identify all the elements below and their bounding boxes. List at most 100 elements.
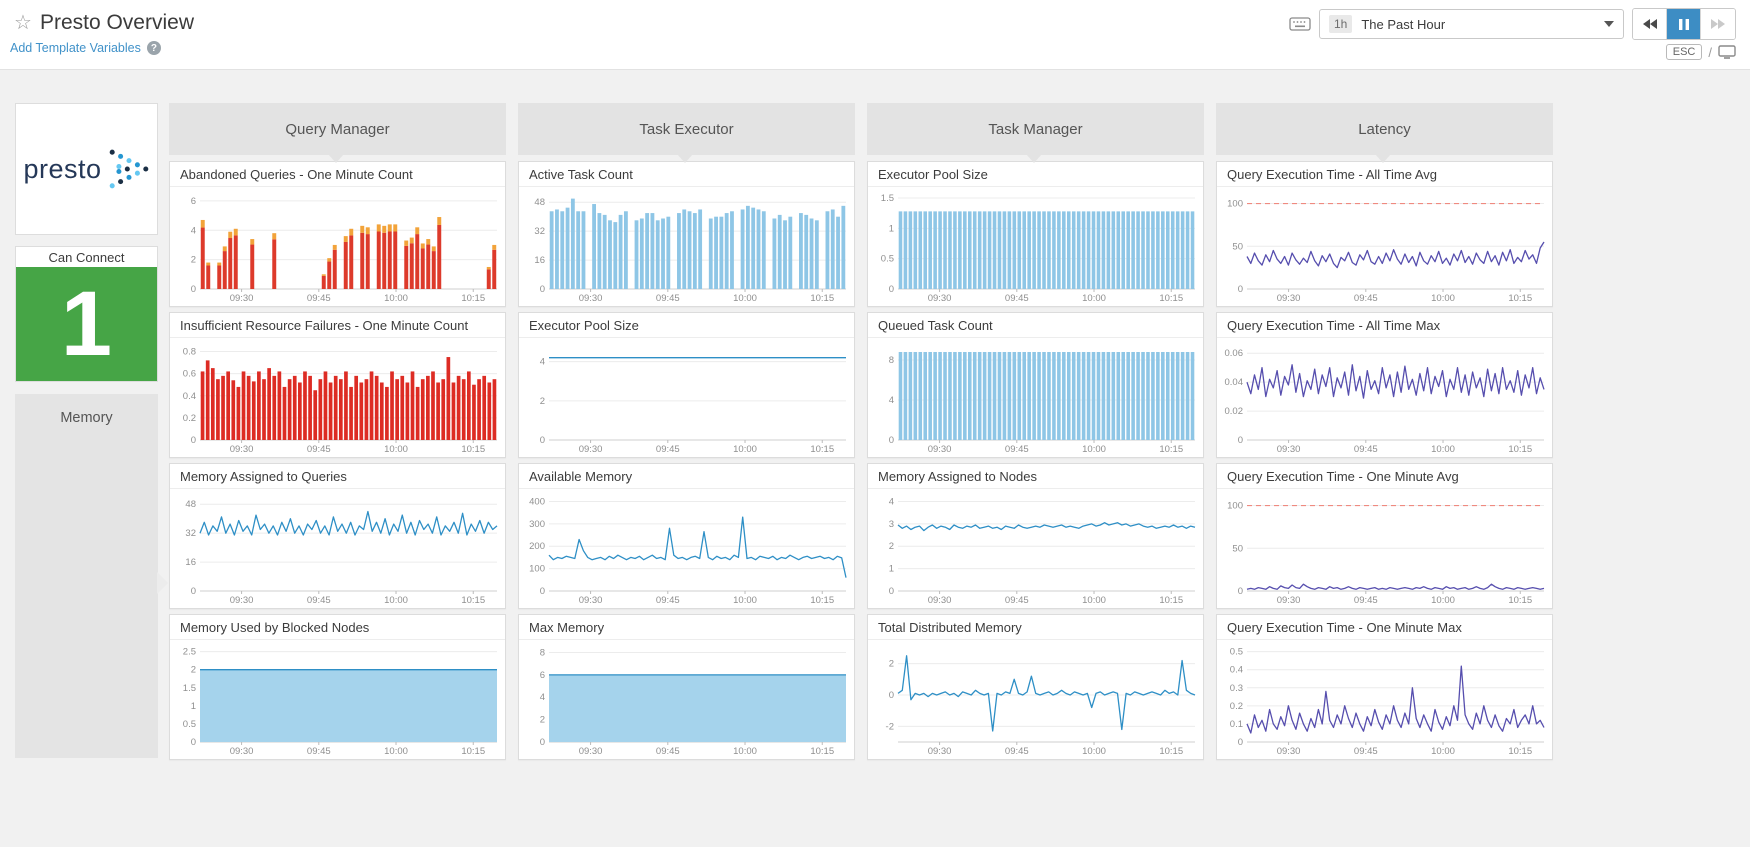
svg-text:09:30: 09:30 bbox=[579, 746, 603, 757]
svg-text:10:00: 10:00 bbox=[1431, 444, 1455, 455]
chart-panel[interactable]: Total Distributed Memory -2 0 2 09:30 09:45 10… bbox=[867, 614, 1204, 760]
star-icon[interactable]: ☆ bbox=[14, 12, 32, 34]
svg-text:16: 16 bbox=[185, 557, 196, 568]
svg-text:100: 100 bbox=[1227, 501, 1243, 512]
svg-text:32: 32 bbox=[185, 528, 196, 539]
svg-text:0.5: 0.5 bbox=[881, 254, 894, 265]
top-header: ☆ Presto Overview Add Template Variables… bbox=[0, 0, 1750, 70]
svg-text:10:00: 10:00 bbox=[384, 746, 408, 757]
chart-plot[interactable]: 0 50 100 09:30 09:45 10:00 10:15 bbox=[1217, 187, 1552, 305]
chart-panel[interactable]: Memory Used by Blocked Nodes 0 0.5 1 1.5 2 2.5… bbox=[169, 614, 506, 760]
chart-panel[interactable]: Active Task Count 0 16 32 48 09:30 09:45 10:00 1… bbox=[518, 161, 855, 307]
chart-panel[interactable]: Memory Assigned to Queries 0 16 32 48 09:30 09… bbox=[169, 463, 506, 609]
svg-text:10:15: 10:15 bbox=[1508, 444, 1532, 455]
svg-text:10:00: 10:00 bbox=[733, 444, 757, 455]
chart-plot[interactable]: 0 1 2 3 4 09:30 09:45 10:00 10:15 bbox=[868, 489, 1203, 607]
svg-text:0: 0 bbox=[889, 586, 894, 597]
chart-panel[interactable]: Queued Task Count 0 4 8 09:30 09:45 10:00 10:15 bbox=[867, 312, 1204, 458]
can-connect-title: Can Connect bbox=[16, 247, 157, 267]
svg-text:10:15: 10:15 bbox=[1159, 293, 1183, 304]
svg-text:09:45: 09:45 bbox=[1354, 746, 1378, 757]
help-icon[interactable]: ? bbox=[146, 41, 161, 55]
chart-plot[interactable]: 0 0.2 0.4 0.6 0.8 09:30 09:45 10:00 10:15 bbox=[170, 338, 505, 456]
svg-text:0: 0 bbox=[1238, 435, 1243, 446]
chart-panel[interactable]: Available Memory 0 100 200 300 400 09:30 09:45 1… bbox=[518, 463, 855, 609]
chart-panel[interactable]: Query Execution Time - One Minute Avg 0 50… bbox=[1216, 463, 1553, 609]
chart-plot[interactable]: 0 2 4 09:30 09:45 10:00 10:15 bbox=[519, 338, 854, 456]
chart-panel[interactable]: Query Execution Time - All Time Max 0 0.02… bbox=[1216, 312, 1553, 458]
chart-plot[interactable]: 0 0.5 1 1.5 2 2.5 09:30 09:45 10:00 10:15 bbox=[170, 640, 505, 758]
svg-text:09:30: 09:30 bbox=[928, 444, 952, 455]
chart-plot[interactable]: 0 16 32 48 09:30 09:45 10:00 10:15 bbox=[519, 187, 854, 305]
chart-plot[interactable]: 0 2 4 6 09:30 09:45 10:00 10:15 bbox=[170, 187, 505, 305]
svg-text:48: 48 bbox=[185, 499, 196, 510]
sidebar: presto Can Connect 1 Memory bbox=[15, 103, 168, 765]
svg-text:09:30: 09:30 bbox=[1277, 746, 1301, 757]
presto-logo: presto bbox=[15, 103, 158, 235]
svg-text:09:30: 09:30 bbox=[1277, 444, 1301, 455]
add-template-variables-link[interactable]: Add Template Variables bbox=[10, 41, 141, 55]
svg-text:09:45: 09:45 bbox=[656, 595, 680, 606]
svg-text:0.5: 0.5 bbox=[1230, 647, 1243, 658]
chart-panel[interactable]: Query Execution Time - One Minute Max 0 0.… bbox=[1216, 614, 1553, 760]
chart-panel[interactable]: Executor Pool Size 0 2 4 09:30 09:45 10:00 10:1… bbox=[518, 312, 855, 458]
svg-text:09:45: 09:45 bbox=[656, 293, 680, 304]
svg-text:10:00: 10:00 bbox=[1431, 595, 1455, 606]
svg-text:10:15: 10:15 bbox=[810, 293, 834, 304]
svg-text:10:00: 10:00 bbox=[1082, 595, 1106, 606]
chart-title: Memory Used by Blocked Nodes bbox=[170, 615, 505, 640]
slash-separator: / bbox=[1708, 44, 1712, 60]
page-title: Presto Overview bbox=[39, 10, 194, 34]
chart-panel[interactable]: Abandoned Queries - One Minute Count 0 2 4 6… bbox=[169, 161, 506, 307]
svg-text:09:30: 09:30 bbox=[230, 444, 254, 455]
column-task-manager: Task Manager Executor Pool Size 0 0.5 1 1.5 09… bbox=[867, 103, 1204, 765]
chart-plot[interactable]: 0 0.1 0.2 0.3 0.4 0.5 09:30 09:45 10:00 10:15 bbox=[1217, 640, 1552, 758]
svg-text:10:15: 10:15 bbox=[461, 293, 485, 304]
chart-title: Executor Pool Size bbox=[519, 313, 854, 338]
svg-text:10:15: 10:15 bbox=[1508, 293, 1532, 304]
chart-title: Memory Assigned to Nodes bbox=[868, 464, 1203, 489]
fast-forward-button[interactable] bbox=[1701, 9, 1735, 39]
svg-text:48: 48 bbox=[534, 197, 545, 208]
time-range-selector[interactable]: 1h The Past Hour bbox=[1319, 9, 1624, 39]
svg-text:4: 4 bbox=[540, 692, 545, 703]
chart-plot[interactable]: 0 100 200 300 400 09:30 09:45 10:00 10:15 bbox=[519, 489, 854, 607]
svg-text:200: 200 bbox=[529, 541, 545, 552]
svg-text:09:45: 09:45 bbox=[1005, 444, 1029, 455]
svg-text:1: 1 bbox=[889, 223, 894, 234]
chart-plot[interactable]: 0 50 100 09:30 09:45 10:00 10:15 bbox=[1217, 489, 1552, 607]
chart-plot[interactable]: 0 16 32 48 09:30 09:45 10:00 10:15 bbox=[170, 489, 505, 607]
svg-text:1: 1 bbox=[889, 564, 894, 575]
svg-text:09:45: 09:45 bbox=[307, 444, 331, 455]
svg-text:0: 0 bbox=[1238, 586, 1243, 597]
chart-plot[interactable]: -2 0 2 09:30 09:45 10:00 10:15 bbox=[868, 640, 1203, 758]
rewind-button[interactable] bbox=[1633, 9, 1667, 39]
svg-text:10:15: 10:15 bbox=[810, 444, 834, 455]
chart-panel[interactable]: Insufficient Resource Failures - One Min… bbox=[169, 312, 506, 458]
chart-plot[interactable]: 0 0.5 1 1.5 09:30 09:45 10:00 10:15 bbox=[868, 187, 1203, 305]
svg-text:0.4: 0.4 bbox=[183, 391, 196, 402]
keyboard-shortcuts-icon[interactable] bbox=[1289, 16, 1311, 32]
chart-plot[interactable]: 0 2 4 6 8 09:30 09:45 10:00 10:15 bbox=[519, 640, 854, 758]
svg-text:16: 16 bbox=[534, 255, 545, 266]
chart-panel[interactable]: Max Memory 0 2 4 6 8 09:30 09:45 10:00 10:15 bbox=[518, 614, 855, 760]
can-connect-widget[interactable]: Can Connect 1 bbox=[15, 246, 158, 382]
tv-screenboard-icon[interactable] bbox=[1718, 44, 1736, 60]
chart-title: Insufficient Resource Failures - One Min… bbox=[170, 313, 505, 338]
svg-text:0: 0 bbox=[1238, 737, 1243, 748]
chart-panel[interactable]: Memory Assigned to Nodes 0 1 2 3 4 09:30 09:45 1… bbox=[867, 463, 1204, 609]
pause-button[interactable] bbox=[1667, 9, 1701, 39]
esc-key-badge: ESC bbox=[1665, 44, 1703, 60]
svg-text:2: 2 bbox=[191, 665, 196, 676]
timeframe-badge: 1h bbox=[1329, 15, 1353, 33]
chart-plot[interactable]: 0 0.02 0.04 0.06 09:30 09:45 10:00 10:15 bbox=[1217, 338, 1552, 456]
chart-panel[interactable]: Query Execution Time - All Time Avg 0 50 10… bbox=[1216, 161, 1553, 307]
svg-text:0.02: 0.02 bbox=[1225, 406, 1244, 417]
svg-text:50: 50 bbox=[1232, 241, 1243, 252]
chart-plot[interactable]: 0 4 8 09:30 09:45 10:00 10:15 bbox=[868, 338, 1203, 456]
column-query-manager: Query Manager Abandoned Queries - One Min… bbox=[169, 103, 506, 765]
svg-text:4: 4 bbox=[889, 496, 894, 507]
svg-text:10:15: 10:15 bbox=[810, 746, 834, 757]
chart-panel[interactable]: Executor Pool Size 0 0.5 1 1.5 09:30 09:45 10:0… bbox=[867, 161, 1204, 307]
svg-text:0: 0 bbox=[889, 284, 894, 295]
